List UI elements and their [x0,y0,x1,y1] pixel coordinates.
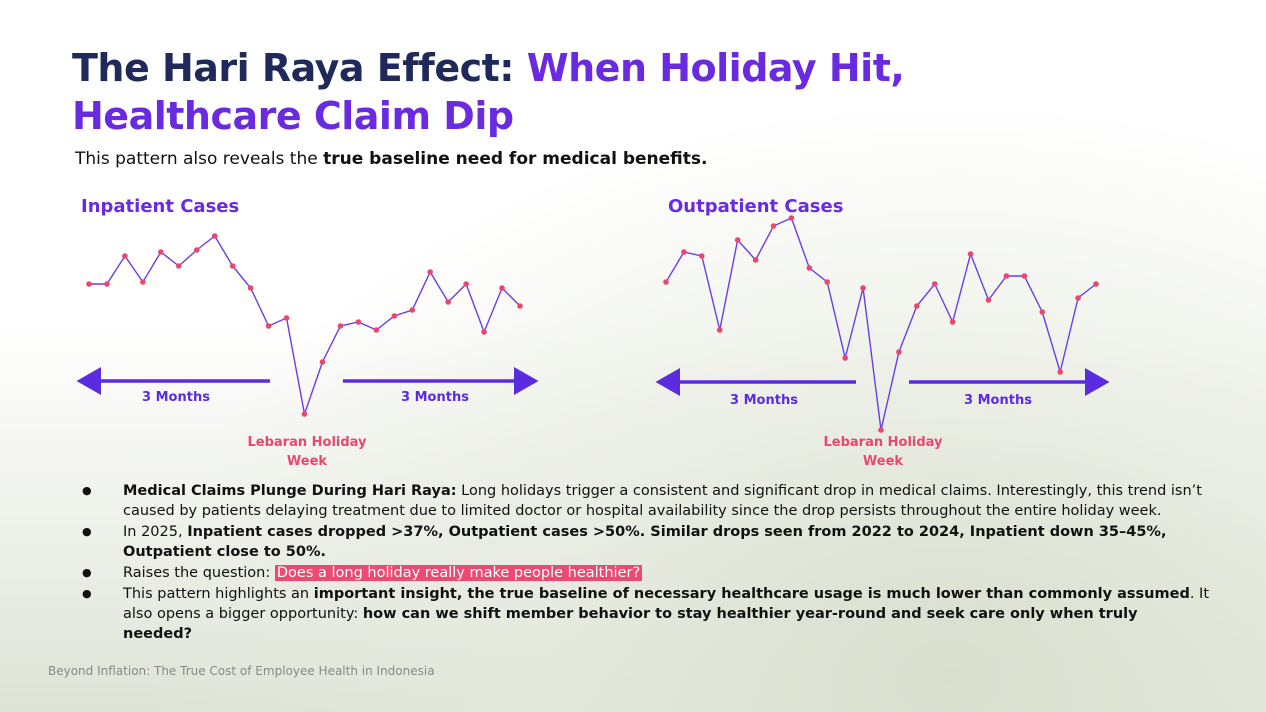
point [319,359,326,365]
point [770,223,777,229]
point [1093,281,1099,287]
annotation: Lebaran Holiday Week [823,435,943,469]
title: The Hari Raya Effect: When Holiday Hit, … [72,44,972,140]
point [1039,309,1046,315]
bullet-text: . It also opens a bigger opportunity: [123,586,1210,622]
point [193,247,200,253]
bullet-text: Inpatient cases dropped >37%, Outpatient… [123,524,1167,560]
bullet: Medical Claims Plunge During Hari Raya: … [80,481,1210,521]
point [967,251,974,257]
point [931,281,938,287]
point [175,263,182,269]
footer: Beyond Inflation: The True Cost of Emplo… [48,664,435,678]
point [283,315,290,321]
point [517,303,523,309]
point [499,285,505,291]
point [985,297,992,303]
point [681,249,687,255]
point [409,307,416,313]
point [806,265,813,271]
point [481,329,487,335]
point [824,279,831,285]
point [140,279,146,285]
annotation: 3 Months [964,393,1032,408]
point [896,349,902,355]
point [752,257,759,263]
point [373,327,380,333]
point [734,237,741,243]
point [355,319,362,325]
point [211,233,218,239]
point [265,323,272,329]
point [445,299,451,305]
bullet: This pattern highlights an important ins… [80,584,1210,644]
bullet-text: Raises the question: [123,565,275,581]
bullet: In 2025, Inpatient cases dropped >37%, O… [80,522,1210,562]
point [122,253,128,259]
point [301,411,308,417]
bullet-text: Does a long holiday really make people h… [274,565,643,581]
subtitle-part: This pattern also reveals the [75,149,324,169]
point [337,323,344,329]
bullet: Raises the question: Does a long holiday… [80,563,1210,583]
chart-title: Outpatient Cases [668,196,844,217]
point [860,285,866,291]
bullet-text: This pattern highlights an [123,586,314,602]
point [391,313,398,319]
bullet-text: Medical Claims Plunge During Hari Raya: [123,483,457,499]
point [1021,273,1028,279]
point [229,263,236,269]
bullet-text: In 2025, [123,524,188,540]
point [842,355,848,361]
point [1057,369,1063,375]
point [699,253,705,259]
point [86,281,92,287]
point [878,427,884,433]
point [427,269,434,275]
bullet-text: Long holidays trigger a consistent and s… [123,483,1202,519]
point [1003,273,1010,279]
annotation: 3 Months [730,393,798,408]
point [158,249,164,255]
title-part: When Holiday Hit, Healthcare Claim Dip [72,46,905,138]
bullet-text: important insight, the true baseline of … [313,586,1190,602]
point [247,285,254,291]
bullet-text: how can we shift member behavior to stay… [123,606,1138,642]
point [914,303,920,309]
point [104,281,110,287]
point [1075,295,1081,301]
subtitle: This pattern also reveals the true basel… [75,149,707,169]
annotation: 3 Months [142,390,210,405]
point [788,215,795,221]
annotation: 3 Months [401,390,469,405]
point [716,327,723,333]
chart-title: Inpatient Cases [81,196,240,217]
title-part: The Hari Raya Effect: [72,46,527,90]
bullet-list: Medical Claims Plunge During Hari Raya: … [80,481,1210,645]
subtitle-part: true baseline need for medical benefits. [323,149,708,169]
point [463,281,469,287]
point [663,279,669,285]
annotation: Lebaran Holiday Week [247,435,367,469]
point [949,319,956,325]
